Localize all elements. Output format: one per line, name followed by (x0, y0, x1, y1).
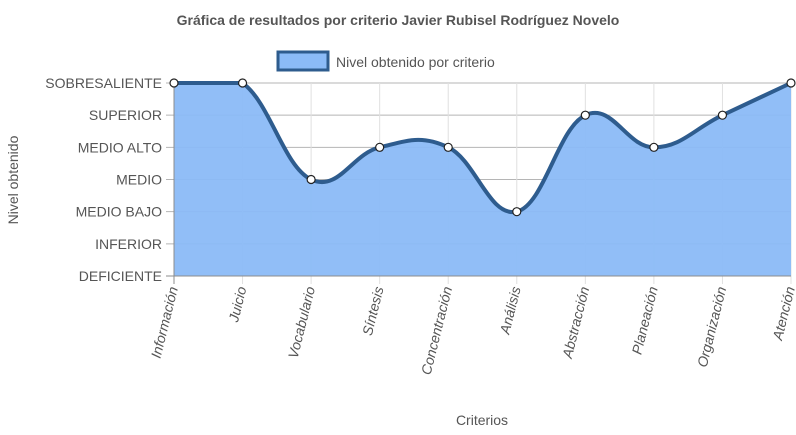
data-point[interactable] (306, 174, 316, 185)
y-tick-label: DEFICIENTE (79, 268, 162, 284)
series-fill (174, 83, 791, 276)
y-tick-label: MEDIO BAJO (76, 204, 162, 220)
data-point[interactable] (649, 142, 659, 152)
x-tick-labels: Información Juicio Vocabulario Síntesis Conc… (148, 285, 796, 377)
y-tick-labels: DEFICIENTE INFERIOR MEDIO BAJO MEDIO MEDIO A… (45, 75, 162, 284)
data-point[interactable] (375, 142, 385, 152)
data-point[interactable] (237, 78, 248, 88)
x-tick-label: Vocabulario (285, 285, 318, 360)
x-tick-label: Atención (769, 285, 796, 343)
data-point[interactable] (512, 207, 522, 217)
x-axis-label: Criterios (456, 412, 508, 428)
x-tick-label: Organización (694, 285, 730, 369)
data-points (169, 78, 796, 217)
x-tick-label: Información (148, 285, 181, 360)
y-tick-label: MEDIO (116, 172, 162, 188)
y-tick-label: SOBRESALIENTE (45, 75, 162, 91)
y-axis-label: Nivel obtenido (5, 135, 21, 224)
data-point[interactable] (169, 78, 179, 88)
data-point[interactable] (580, 110, 590, 120)
legend[interactable]: Nivel obtenido por criterio (276, 50, 495, 72)
y-tick-label: MEDIO ALTO (78, 139, 162, 155)
data-point[interactable] (717, 110, 728, 120)
x-tick-label: Análisis (496, 285, 523, 337)
x-tick-label: Planeación (629, 285, 661, 356)
legend-swatch[interactable] (276, 50, 330, 72)
x-tick-label: Síntesis (359, 285, 387, 337)
legend-label[interactable]: Nivel obtenido por criterio (336, 54, 495, 70)
x-tick-label: Concentración (418, 285, 455, 377)
axes (166, 79, 791, 284)
data-point[interactable] (786, 78, 796, 88)
series-area (174, 80, 792, 276)
chart-title: Gráfica de resultados por criterio Javie… (177, 12, 620, 28)
y-tick-label: SUPERIOR (89, 107, 162, 123)
data-point[interactable] (443, 142, 453, 152)
y-tick-label: INFERIOR (95, 236, 162, 252)
series-line (174, 80, 792, 214)
x-tick-label: Juicio (225, 285, 249, 325)
x-tick-label: Abstracción (559, 285, 593, 361)
